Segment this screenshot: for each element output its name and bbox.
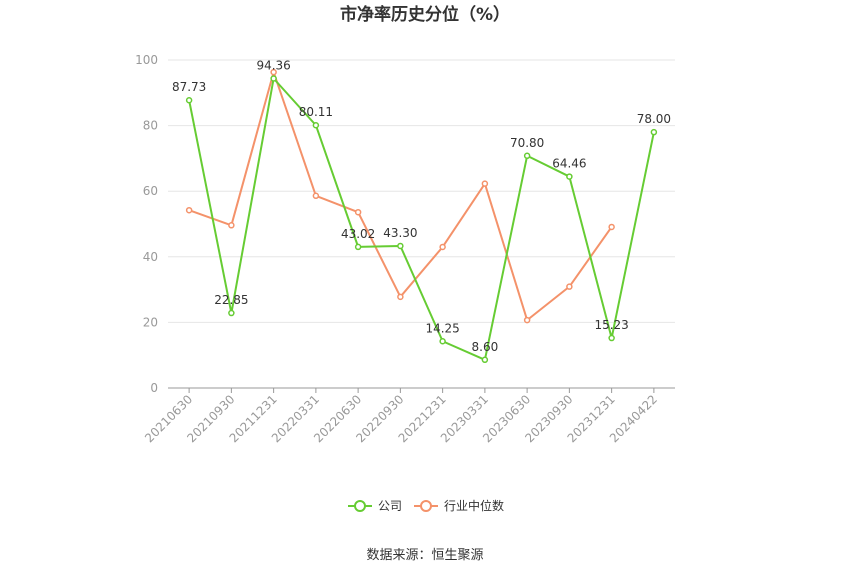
data-point[interactable] (312, 121, 320, 129)
legend-swatch-marker (420, 500, 432, 512)
data-point[interactable] (608, 334, 615, 342)
data-label: 8.60 (472, 340, 499, 354)
data-point[interactable] (481, 356, 489, 364)
data-point[interactable] (397, 242, 404, 250)
data-label: 78.00 (637, 112, 671, 126)
data-point[interactable] (481, 180, 489, 187)
data-point[interactable] (566, 173, 573, 180)
data-point[interactable] (228, 222, 235, 229)
data-point[interactable] (650, 128, 658, 136)
data-label: 43.30 (383, 226, 417, 240)
data-point[interactable] (270, 75, 277, 82)
data-point[interactable] (523, 316, 531, 324)
data-label: 70.80 (510, 136, 544, 150)
legend-item-company[interactable]: 公司 (348, 499, 402, 513)
data-point[interactable] (185, 96, 193, 104)
data-label: 64.46 (552, 157, 586, 171)
y-axis: 0 20 40 60 80 100 (135, 53, 158, 395)
data-labels: 87.73 22.85 94.36 80.11 43.02 43.30 14.25 8.60 7… (172, 58, 671, 353)
y-tick-label: 80 (143, 119, 158, 133)
data-label: 87.73 (172, 80, 206, 94)
data-point[interactable] (523, 152, 531, 160)
y-tick-label: 20 (143, 315, 158, 329)
x-axis: 2021063020210930202112312022033120220630… (142, 387, 675, 445)
data-point[interactable] (354, 243, 362, 251)
y-tick-label: 100 (135, 53, 158, 67)
series-company (185, 75, 658, 364)
data-label: 14.25 (425, 321, 459, 335)
chart-title: 市净率历史分位（%） (340, 4, 510, 25)
data-label: 43.02 (341, 227, 375, 241)
legend-label: 公司 (378, 499, 402, 513)
series-industry-median (185, 68, 615, 324)
series-line (188, 77, 655, 361)
data-point[interactable] (566, 283, 573, 290)
y-tick-label: 60 (143, 184, 158, 198)
source-note: 数据来源：恒生聚源 (366, 548, 483, 563)
grid-lines (168, 59, 675, 323)
legend-swatch-marker (354, 500, 366, 512)
series-layer (185, 68, 658, 364)
data-label: 94.36 (256, 58, 290, 72)
y-tick-label: 40 (143, 250, 158, 264)
data-point[interactable] (608, 223, 615, 231)
legend[interactable]: 公司 行业中位数 (348, 498, 504, 513)
data-point[interactable] (185, 206, 193, 214)
data-point[interactable] (397, 293, 404, 301)
data-point[interactable] (439, 243, 446, 251)
data-point[interactable] (228, 309, 235, 317)
y-tick-label: 0 (150, 381, 158, 395)
data-label: 22.85 (214, 293, 248, 307)
legend-label: 行业中位数 (444, 498, 504, 513)
data-point[interactable] (312, 192, 320, 200)
legend-item-industry-median[interactable]: 行业中位数 (414, 498, 504, 513)
data-point[interactable] (439, 338, 446, 345)
data-point[interactable] (270, 68, 277, 76)
data-label: 15.23 (594, 318, 628, 332)
data-point[interactable] (354, 208, 362, 216)
data-label: 80.11 (299, 105, 333, 119)
